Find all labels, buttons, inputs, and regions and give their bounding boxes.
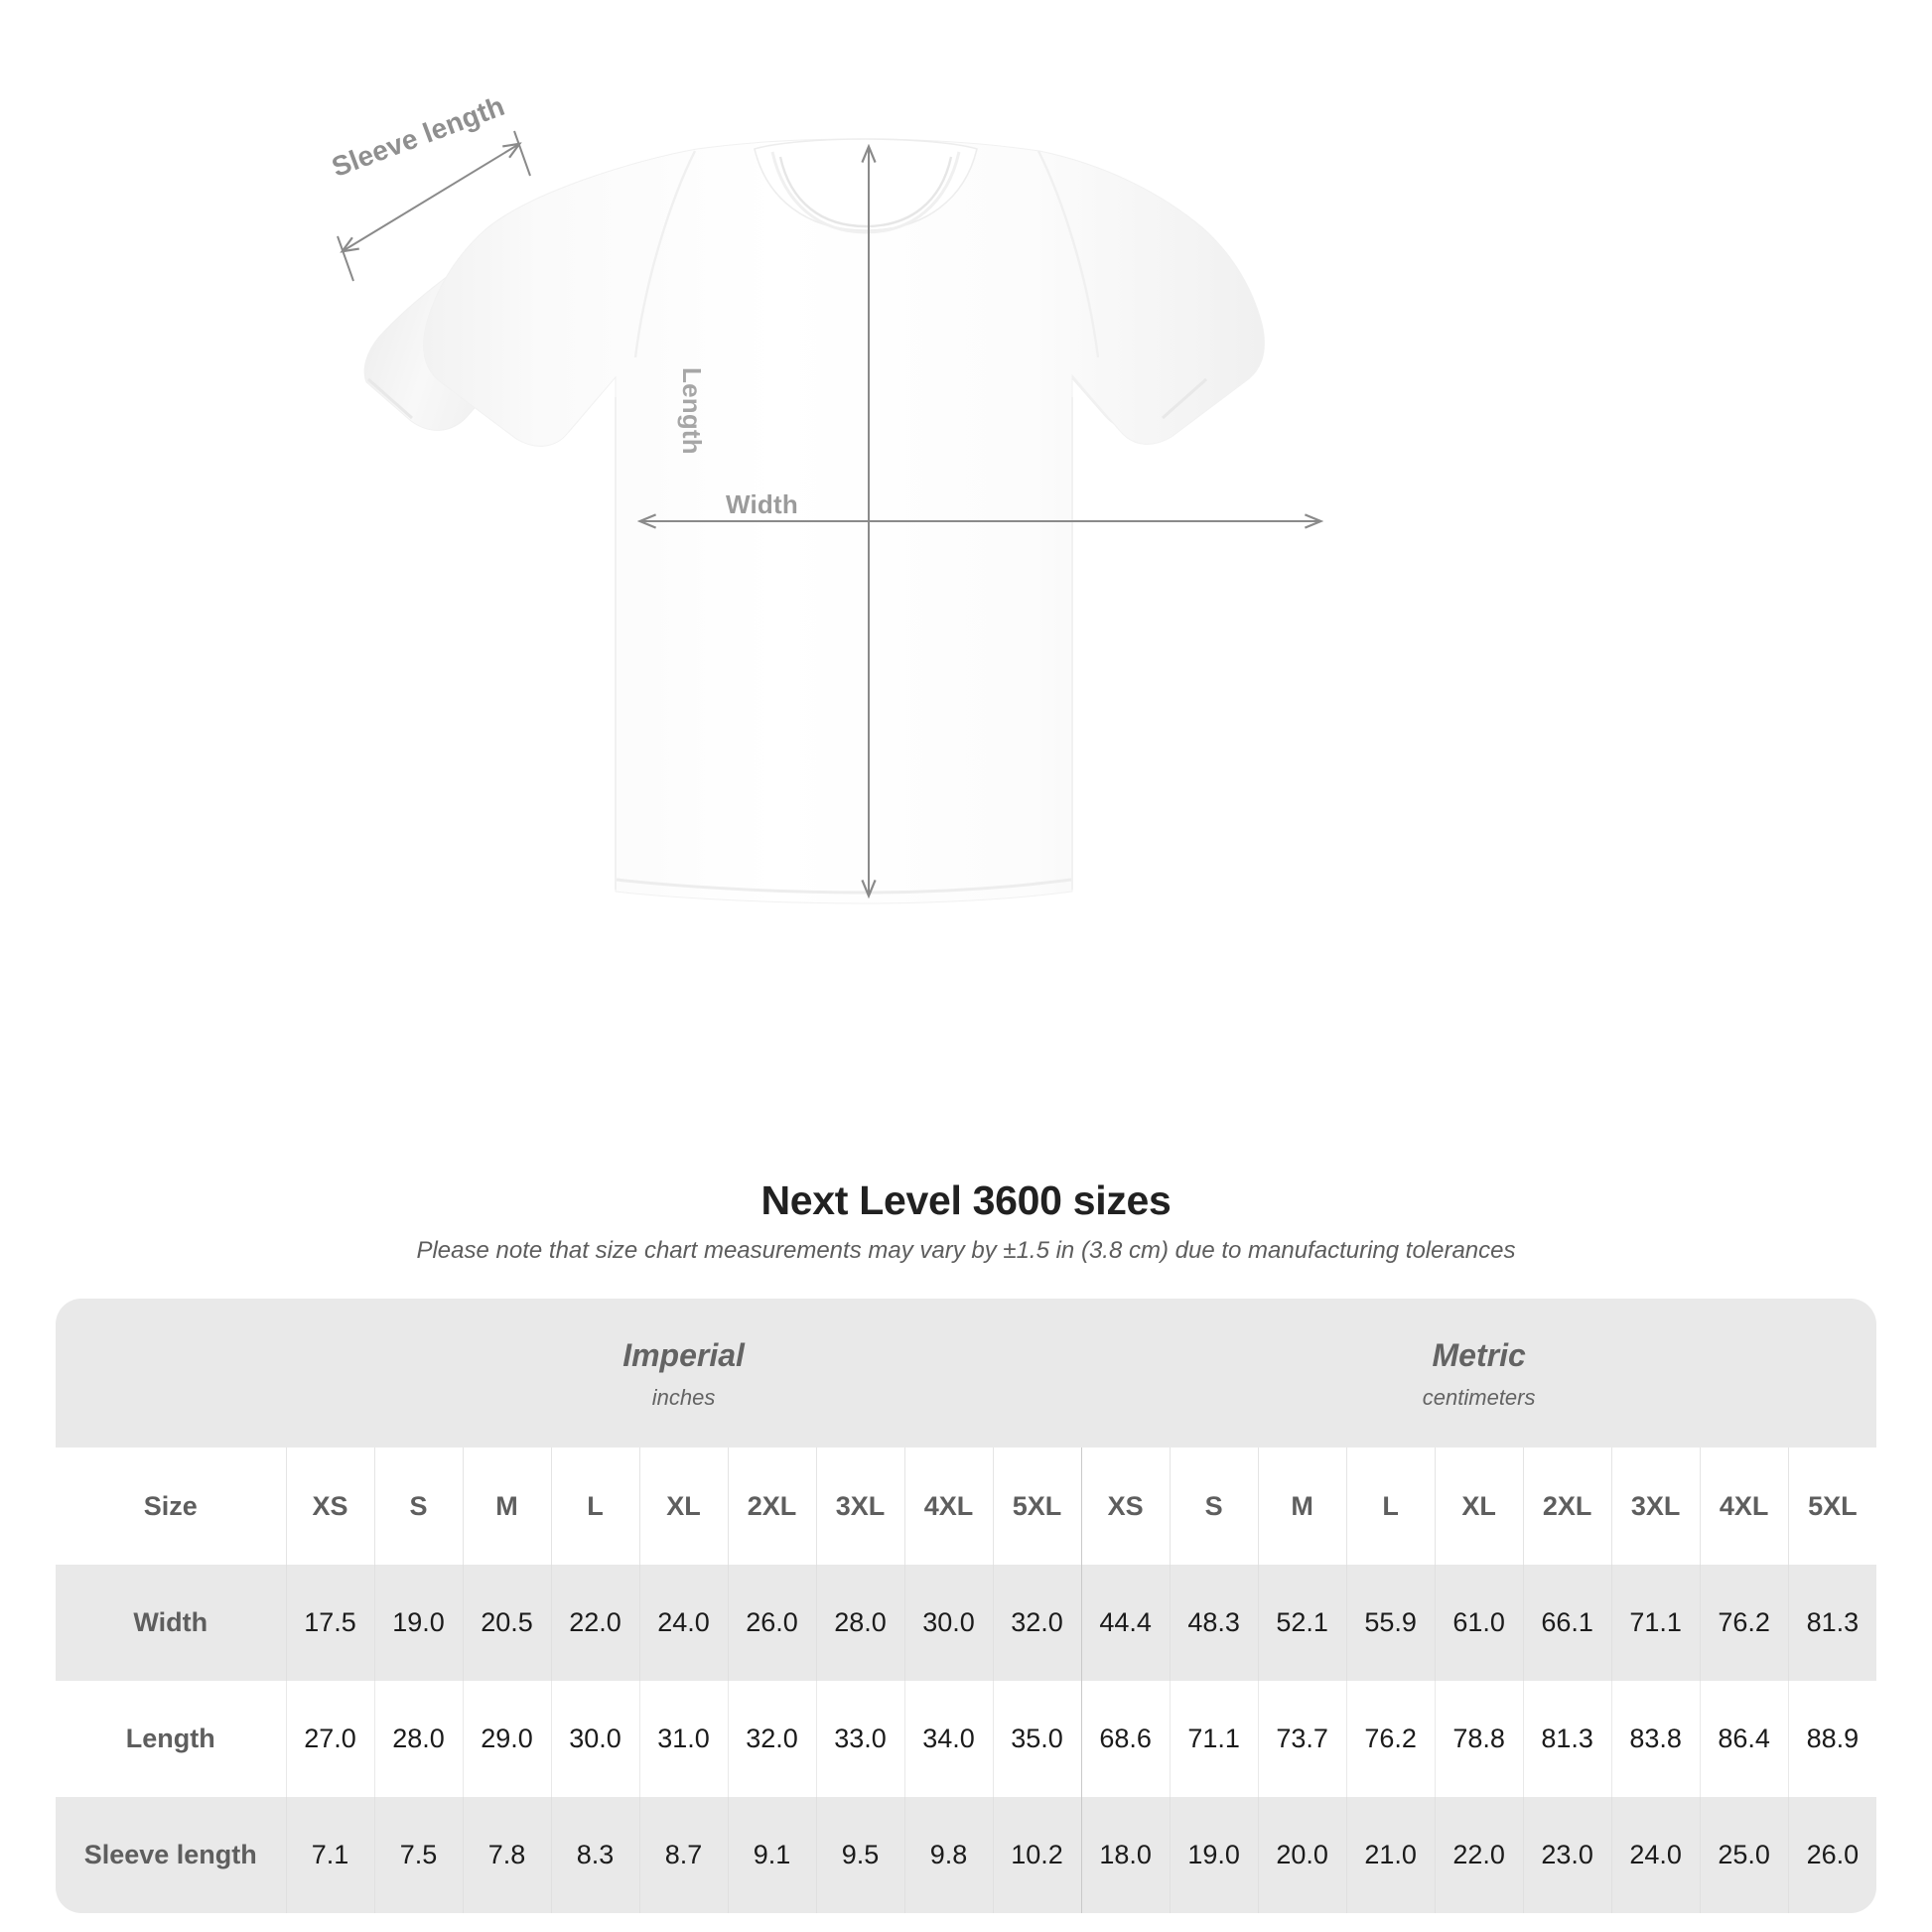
size-header-imperial-l: L [550,1448,639,1565]
cell-imperial-4xl: 34.0 [903,1681,993,1797]
cell-metric-2xl: 81.3 [1522,1681,1612,1797]
cell-metric-5xl: 88.9 [1787,1681,1876,1797]
size-table: Imperial inches Metric centimeters Size XS S M L… [56,1299,1876,1913]
size-header-imperial-m: M [462,1448,551,1565]
cell-imperial-l: 22.0 [550,1565,639,1681]
size-header-metric-2xl: 2XL [1522,1448,1612,1565]
cell-metric-xs: 68.6 [1080,1681,1171,1797]
cell-imperial-xs: 7.1 [285,1797,374,1913]
size-header-imperial-4xl: 4XL [903,1448,993,1565]
cell-metric-3xl: 71.1 [1610,1565,1701,1681]
page-title: Next Level 3600 sizes [760,1177,1172,1223]
cell-metric-xl: 78.8 [1434,1681,1524,1797]
cell-metric-5xl: 81.3 [1787,1565,1876,1681]
size-header-imperial-2xl: 2XL [727,1448,816,1565]
cell-imperial-4xl: 9.8 [903,1797,993,1913]
sleeve-measure-line [337,130,531,282]
cell-imperial-s: 19.0 [373,1565,463,1681]
cell-metric-xs: 18.0 [1080,1797,1171,1913]
cell-imperial-xl: 8.7 [638,1797,728,1913]
size-header-imperial-xs: XS [285,1448,374,1565]
unit-subtitle: centimeters [1422,1385,1536,1410]
size-header-imperial-5xl: 5XL [992,1448,1082,1565]
cell-metric-5xl: 26.0 [1787,1797,1876,1913]
cell-imperial-5xl: 10.2 [992,1797,1082,1913]
cell-metric-m: 20.0 [1257,1797,1347,1913]
cell-imperial-m: 29.0 [462,1681,551,1797]
cell-metric-xs: 44.4 [1080,1565,1171,1681]
cell-imperial-m: 7.8 [462,1797,551,1913]
size-header-metric-l: L [1345,1448,1436,1565]
table-row: Length 27.0 28.0 29.0 30.0 31.0 32.0 33.0 34.0 35… [56,1681,1876,1797]
cell-imperial-l: 30.0 [550,1681,639,1797]
cell-metric-m: 73.7 [1257,1681,1347,1797]
cell-metric-3xl: 24.0 [1610,1797,1701,1913]
unit-header-row: Imperial inches Metric centimeters [56,1299,1876,1448]
unit-header-spacer [56,1299,286,1448]
size-header-metric-xs: XS [1080,1448,1171,1565]
size-header-metric-m: M [1257,1448,1347,1565]
cell-imperial-s: 28.0 [373,1681,463,1797]
size-header-row: Size XS S M L XL 2XL 3XL 4XL 5XL XS S M L XL 2XL 3XL 4XL 5… [56,1448,1876,1565]
cell-metric-4xl: 76.2 [1699,1565,1789,1681]
size-header-metric-s: S [1169,1448,1259,1565]
cell-metric-4xl: 25.0 [1699,1797,1789,1913]
cell-metric-l: 55.9 [1345,1565,1436,1681]
cell-metric-l: 21.0 [1345,1797,1436,1913]
cell-imperial-xl: 24.0 [638,1565,728,1681]
size-header-metric-xl: XL [1434,1448,1524,1565]
cell-imperial-xl: 31.0 [638,1681,728,1797]
size-header-imperial-xl: XL [638,1448,728,1565]
cell-imperial-m: 20.5 [462,1565,551,1681]
unit-header-metric: Metric centimeters [1081,1299,1876,1448]
cell-imperial-3xl: 28.0 [815,1565,904,1681]
cell-metric-2xl: 66.1 [1522,1565,1612,1681]
cell-imperial-3xl: 9.5 [815,1797,904,1913]
unit-name: Metric [1432,1337,1526,1373]
row-label-width: Width [56,1565,286,1681]
cell-metric-m: 52.1 [1257,1565,1347,1681]
unit-name: Imperial [622,1337,745,1373]
cell-metric-s: 48.3 [1169,1565,1259,1681]
size-header-metric-5xl: 5XL [1787,1448,1876,1565]
cell-metric-s: 19.0 [1169,1797,1259,1913]
size-header-imperial-3xl: 3XL [815,1448,904,1565]
cell-imperial-s: 7.5 [373,1797,463,1913]
size-header-imperial-s: S [373,1448,463,1565]
size-column-header: Size [56,1448,286,1565]
size-table-container: Imperial inches Metric centimeters Size XS S M L… [56,1299,1876,1913]
size-header-metric-3xl: 3XL [1610,1448,1701,1565]
cell-metric-s: 71.1 [1169,1681,1259,1797]
cell-imperial-2xl: 9.1 [727,1797,816,1913]
cell-imperial-5xl: 32.0 [992,1565,1082,1681]
cell-imperial-4xl: 30.0 [903,1565,993,1681]
table-row: Width 17.5 19.0 20.5 22.0 24.0 26.0 28.0 30.0 32.… [56,1565,1876,1681]
cell-metric-l: 76.2 [1345,1681,1436,1797]
tshirt-diagram: Sleeve length Length Width [328,90,1932,904]
cell-metric-xl: 61.0 [1434,1565,1524,1681]
cell-imperial-xs: 17.5 [285,1565,374,1681]
row-label-sleeve-length: Sleeve length [56,1797,286,1913]
size-header-metric-4xl: 4XL [1699,1448,1789,1565]
cell-imperial-l: 8.3 [550,1797,639,1913]
cell-metric-4xl: 86.4 [1699,1681,1789,1797]
unit-subtitle: inches [651,1385,716,1410]
cell-imperial-2xl: 26.0 [727,1565,816,1681]
cell-imperial-5xl: 35.0 [992,1681,1082,1797]
unit-header-imperial: Imperial inches [286,1299,1082,1448]
cell-imperial-3xl: 33.0 [815,1681,904,1797]
cell-metric-xl: 22.0 [1434,1797,1524,1913]
cell-metric-2xl: 23.0 [1522,1797,1612,1913]
table-row: Sleeve length 7.1 7.5 7.8 8.3 8.7 9.1 9.5 9.8 10.… [56,1797,1876,1913]
cell-imperial-2xl: 32.0 [727,1681,816,1797]
cell-imperial-xs: 27.0 [285,1681,374,1797]
cell-metric-3xl: 83.8 [1610,1681,1701,1797]
page-subtitle: Please note that size chart measurements… [416,1237,1516,1264]
row-label-length: Length [56,1681,286,1797]
